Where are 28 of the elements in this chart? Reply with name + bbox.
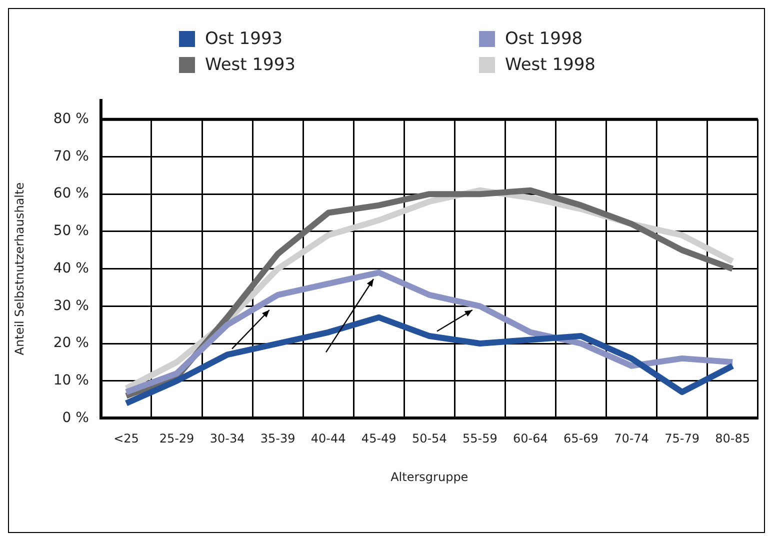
x-tick-label: 60-64	[513, 432, 548, 446]
y-tick-label: 60 %	[53, 186, 89, 202]
y-tick-label: 40 %	[53, 260, 89, 276]
y-tick-label: 10 %	[53, 372, 89, 388]
legend-label: West 1993	[205, 55, 296, 75]
x-tick-label: 45-49	[361, 432, 396, 446]
x-tick-label: 25-29	[159, 432, 194, 446]
x-tick-label: 65-69	[564, 432, 598, 446]
x-tick-label: <25	[114, 432, 139, 446]
x-tick-label: 35-39	[260, 432, 296, 446]
y-axis-title: Anteil Selbstnutzerhaushalte	[12, 182, 26, 356]
y-tick-label: 50 %	[53, 223, 89, 240]
x-tick-label: 80-85	[715, 432, 750, 446]
x-tick-label: 55-59	[462, 432, 498, 446]
legend-label: Ost 1998	[505, 29, 583, 49]
legend-label: Ost 1993	[205, 29, 283, 49]
y-tick-label: 30 %	[53, 298, 89, 314]
x-tick-label: 40-44	[310, 432, 346, 446]
legend-label: West 1998	[505, 55, 596, 75]
x-axis-title: Altersgruppe	[390, 470, 468, 484]
y-tick-label: 20 %	[53, 335, 89, 352]
x-tick-label: 30-34	[210, 432, 245, 446]
x-tick-label: 50-54	[412, 432, 447, 446]
y-tick-label: 70 %	[53, 148, 89, 164]
y-tick-label: 80 %	[53, 111, 89, 128]
y-tick-label: 0 %	[62, 410, 89, 426]
x-tick-label: 75-79	[664, 432, 700, 446]
x-tick-label: 70-74	[614, 432, 649, 446]
